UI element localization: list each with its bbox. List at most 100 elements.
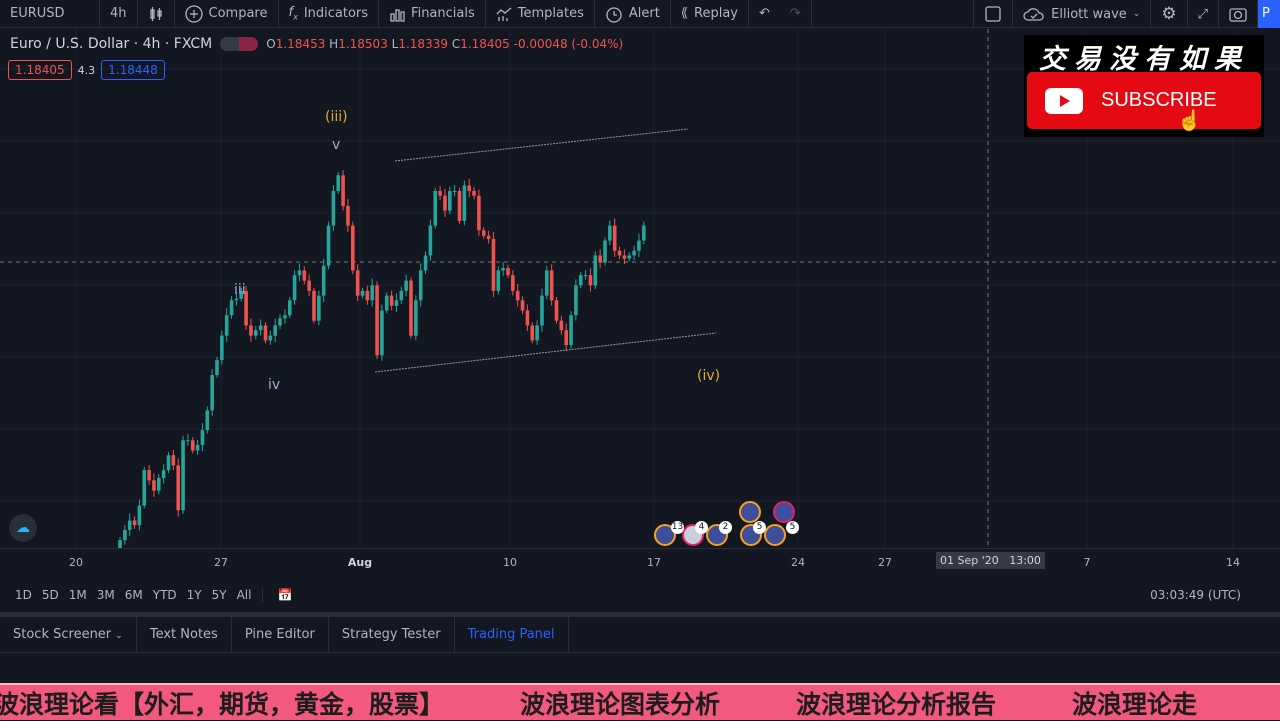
event-eu-flag-icon[interactable]: [739, 501, 761, 523]
candle-body: [472, 190, 476, 196]
range-1y[interactable]: 1Y: [186, 588, 202, 602]
clock[interactable]: 03:03:49 (UTC): [1150, 588, 1241, 602]
fullscreen-icon: ⤢: [1197, 6, 1208, 22]
candle-body: [622, 255, 627, 259]
banner-text: 波浪理论看【外汇，期货，黄金，股票】: [0, 689, 445, 719]
candle-body: [370, 285, 374, 301]
candle-body: [292, 275, 297, 301]
layout-select-button[interactable]: [973, 0, 1014, 28]
candle-body: [326, 225, 331, 266]
fullscreen-button[interactable]: ⤢: [1188, 0, 1219, 28]
layout-name-label: Elliott wave: [1051, 6, 1127, 22]
range-6m[interactable]: 6M: [124, 588, 143, 602]
candle-body: [152, 480, 156, 491]
alarm-clock-icon: [606, 6, 622, 23]
financials-button[interactable]: Financials: [379, 0, 486, 28]
legend-toggle[interactable]: [220, 37, 259, 51]
candle-body: [351, 225, 355, 271]
wave-label-iii[interactable]: iii: [234, 282, 246, 298]
candle-body: [181, 440, 185, 511]
tab-text-notes[interactable]: Text Notes: [137, 617, 232, 652]
sell-button[interactable]: 1.18405: [8, 60, 72, 80]
range-all[interactable]: All: [236, 588, 252, 602]
time-tick: 7: [1083, 556, 1091, 569]
candle-body: [355, 270, 360, 296]
subscribe-button[interactable]: SUBSCRIBE ☝: [1027, 72, 1261, 132]
candle-body: [462, 185, 467, 221]
indicators-button[interactable]: fx Indicators: [279, 0, 380, 28]
event-eu-flag-icon[interactable]: [773, 501, 795, 523]
range-1m[interactable]: 1M: [68, 588, 87, 602]
wave-label-v[interactable]: v: [332, 137, 341, 153]
chart-pane[interactable]: Euro / U.S. Dollar · 4h · FXCM O1.18453 …: [0, 29, 1280, 548]
time-tick: 20: [69, 556, 83, 569]
wave-label-iv-paren[interactable]: (iv): [697, 368, 721, 384]
event-count-badge: 5: [786, 521, 799, 534]
candle-body: [224, 315, 229, 336]
compare-button[interactable]: Compare: [175, 0, 279, 28]
candle-body: [389, 295, 394, 306]
channel-upper-line[interactable]: [394, 128, 689, 162]
wave-label-iv[interactable]: iv: [268, 377, 281, 393]
range-5d[interactable]: 5D: [41, 588, 59, 602]
crosshair-time-label: 01 Sep '20 13:00: [936, 552, 1045, 569]
panel-divider[interactable]: [0, 612, 1280, 617]
subscribe-overlay[interactable]: 交易没有如果 SUBSCRIBE ☝: [1024, 35, 1264, 137]
youtube-icon: [1045, 87, 1083, 114]
ohlc-values: O1.18453 H1.18503 L1.18339 C1.18405 -0.0…: [266, 37, 624, 51]
wave-label-iii-paren[interactable]: (iii): [325, 109, 348, 125]
snapshot-button[interactable]: [1219, 0, 1258, 28]
tab-stock-screener[interactable]: Stock Screener ⌄: [0, 617, 137, 652]
settings-button[interactable]: ⚙: [1151, 0, 1188, 28]
channel-lower-line[interactable]: [374, 332, 717, 373]
candle-body: [268, 335, 273, 341]
interval-button[interactable]: 4h: [100, 0, 138, 28]
candle-body: [142, 470, 147, 506]
candle-body: [501, 268, 505, 271]
candle-body: [384, 295, 389, 311]
candle-body: [448, 190, 452, 211]
tradingview-logo[interactable]: ☁: [9, 514, 37, 542]
goto-date-icon[interactable]: 📅: [262, 588, 297, 602]
tab-strategy-tester[interactable]: Strategy Tester: [329, 617, 455, 652]
candle-body: [627, 255, 632, 259]
templates-button[interactable]: Templates: [486, 0, 595, 28]
range-1d[interactable]: 1D: [15, 588, 32, 602]
open-value: 1.18453: [275, 37, 326, 51]
alert-button[interactable]: Alert: [595, 0, 671, 28]
candle-body: [380, 310, 384, 356]
candle-body: [336, 175, 341, 191]
candle-body: [263, 325, 268, 341]
time-axis[interactable]: 20 27 Aug 10 17 24 27 7 14 01 Sep '20 13…: [0, 548, 1280, 574]
price-chart[interactable]: [0, 29, 1280, 548]
candle-body: [457, 190, 462, 221]
event-eu-flag-icon[interactable]: [764, 524, 786, 546]
candle-body: [443, 195, 447, 211]
symbol-search[interactable]: EURUSD: [0, 0, 100, 28]
time-tick: 27: [214, 556, 228, 569]
candle-body: [302, 270, 307, 281]
tab-pine-editor[interactable]: Pine Editor: [232, 617, 329, 652]
candle-body: [239, 290, 244, 299]
range-3m[interactable]: 3M: [96, 588, 115, 602]
redo-button[interactable]: ↷: [780, 0, 812, 28]
replay-label: Replay: [694, 6, 739, 21]
candle-body: [423, 255, 428, 271]
close-value: 1.18405: [460, 37, 510, 51]
rewind-icon: ⟪: [680, 6, 689, 21]
undo-button[interactable]: ↶: [759, 6, 770, 21]
candle-body: [612, 225, 617, 251]
candle-body: [186, 440, 190, 442]
candle-body: [525, 310, 530, 326]
chart-type-button[interactable]: [138, 0, 175, 28]
range-5y[interactable]: 5Y: [211, 588, 227, 602]
candle-body: [535, 325, 539, 341]
replay-button[interactable]: ⟪ Replay: [671, 0, 750, 28]
event-eu-flag-icon[interactable]: [654, 524, 676, 546]
symbol-label: EURUSD: [10, 6, 65, 21]
layout-name-button[interactable]: Elliott wave ⌄: [1013, 0, 1152, 28]
tab-trading-panel[interactable]: Trading Panel: [455, 617, 569, 652]
buy-button[interactable]: 1.18448: [101, 60, 165, 80]
range-ytd[interactable]: YTD: [152, 588, 177, 602]
publish-button[interactable]: P: [1258, 0, 1280, 28]
